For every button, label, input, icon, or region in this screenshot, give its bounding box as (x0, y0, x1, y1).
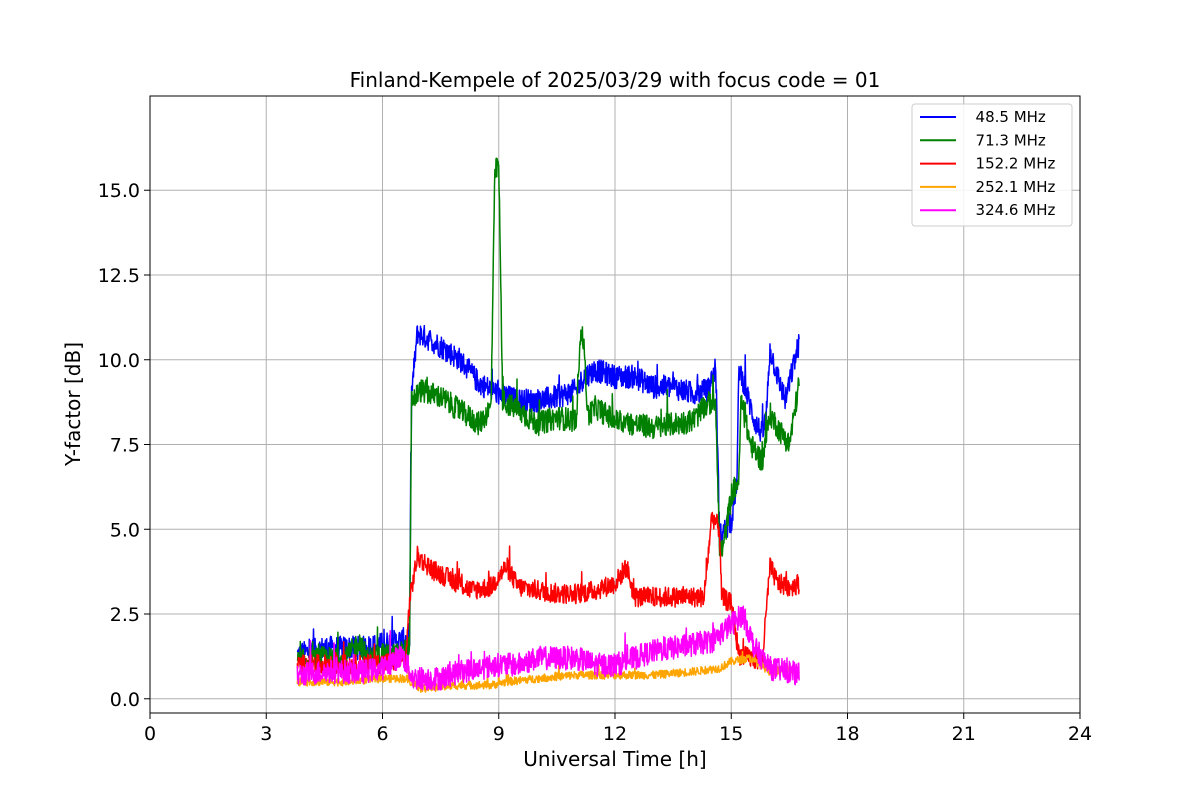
series-line (296, 650, 800, 693)
chart-title: Finland-Kempele of 2025/03/29 with focus… (350, 68, 881, 92)
series-line (296, 605, 800, 691)
series-lines (296, 157, 800, 693)
legend: 48.5 MHz 71.3 MHz 152.2 MHz 252.1 MHz 32… (911, 103, 1073, 227)
y-tick-label: 5.0 (110, 519, 140, 541)
legend-label: 152.2 MHz (966, 155, 1055, 173)
axis-ticks: 0 3 6 9 12 15 18 21 24 0.0 2.5 5.0 7.5 10.0 12.5 15.0 (98, 180, 1092, 745)
y-tick-label: 15.0 (98, 180, 140, 202)
y-tick-label: 0.0 (110, 689, 140, 711)
y-tick-label: 7.5 (110, 435, 140, 457)
series-line (296, 324, 800, 664)
x-tick-label: 12 (603, 723, 627, 745)
y-axis-label: Y-factor [dB] (61, 342, 85, 467)
x-tick-label: 21 (952, 723, 976, 745)
x-tick-label: 15 (719, 723, 743, 745)
y-tick-label: 2.5 (110, 604, 140, 626)
x-tick-label: 6 (376, 723, 388, 745)
y-tick-label: 10.0 (98, 350, 140, 372)
x-tick-label: 24 (1068, 723, 1092, 745)
legend-label: 324.6 MHz (966, 201, 1055, 219)
legend-box (911, 103, 1073, 227)
x-axis-label: Universal Time [h] (523, 747, 706, 771)
y-tick-label: 12.5 (98, 265, 140, 287)
legend-label: 48.5 MHz (966, 108, 1046, 126)
legend-label: 71.3 MHz (966, 131, 1046, 149)
x-tick-label: 18 (835, 723, 859, 745)
grid (149, 96, 1081, 713)
x-tick-label: 0 (144, 723, 156, 745)
legend-label: 252.1 MHz (966, 178, 1055, 196)
x-tick-label: 9 (493, 723, 505, 745)
x-tick-label: 3 (260, 723, 272, 745)
